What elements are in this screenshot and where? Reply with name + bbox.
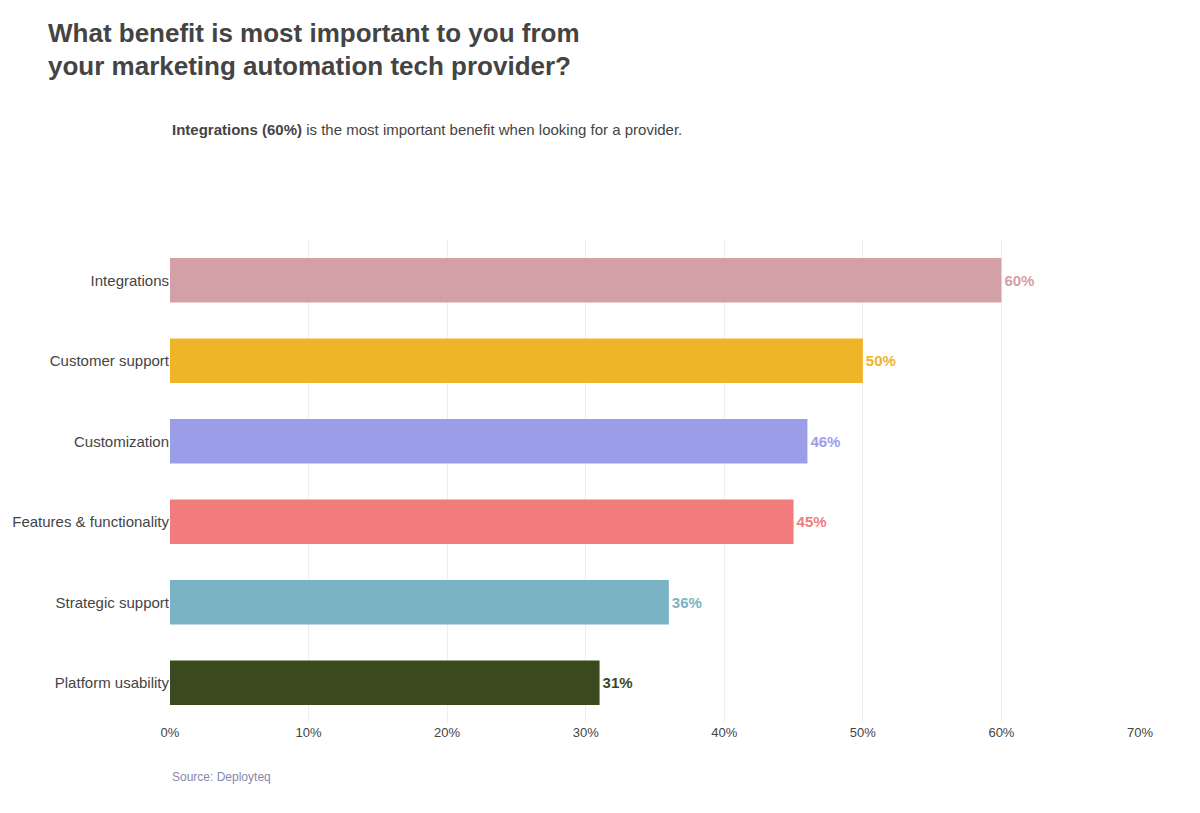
svg-text:Integrations (60%) is the most: Integrations (60%) is the most important… xyxy=(172,121,682,138)
svg-text:10%: 10% xyxy=(296,725,322,740)
svg-text:What benefit is most important: What benefit is most important to you fr… xyxy=(48,18,580,82)
svg-text:Features & functionality: Features & functionality xyxy=(12,513,169,530)
svg-text:Platform usability: Platform usability xyxy=(55,674,170,691)
svg-text:60%: 60% xyxy=(1004,272,1034,289)
svg-text:70%: 70% xyxy=(1127,725,1153,740)
svg-text:50%: 50% xyxy=(866,352,896,369)
svg-text:20%: 20% xyxy=(434,725,460,740)
svg-text:50%: 50% xyxy=(850,725,876,740)
svg-text:46%: 46% xyxy=(810,433,840,450)
svg-text:36%: 36% xyxy=(672,594,702,611)
svg-text:Source: Deployteq: Source: Deployteq xyxy=(172,770,271,784)
svg-text:45%: 45% xyxy=(797,513,827,530)
svg-text:31%: 31% xyxy=(603,674,633,691)
svg-text:Strategic support: Strategic support xyxy=(56,594,170,611)
svg-text:Customization: Customization xyxy=(74,433,169,450)
svg-text:30%: 30% xyxy=(573,725,599,740)
svg-text:40%: 40% xyxy=(711,725,737,740)
svg-text:60%: 60% xyxy=(988,725,1014,740)
svg-text:0%: 0% xyxy=(161,725,180,740)
svg-text:Integrations: Integrations xyxy=(91,272,169,289)
svg-text:Customer support: Customer support xyxy=(50,352,170,369)
